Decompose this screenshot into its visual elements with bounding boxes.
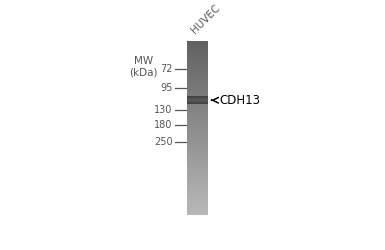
Text: 130: 130 — [154, 105, 172, 115]
Text: 250: 250 — [154, 137, 172, 147]
Text: MW
(kDa): MW (kDa) — [129, 56, 158, 78]
Text: CDH13: CDH13 — [220, 94, 261, 107]
Text: 180: 180 — [154, 120, 172, 130]
Text: 95: 95 — [160, 83, 172, 93]
Text: HUVEC: HUVEC — [190, 3, 223, 36]
Text: 72: 72 — [160, 64, 172, 74]
